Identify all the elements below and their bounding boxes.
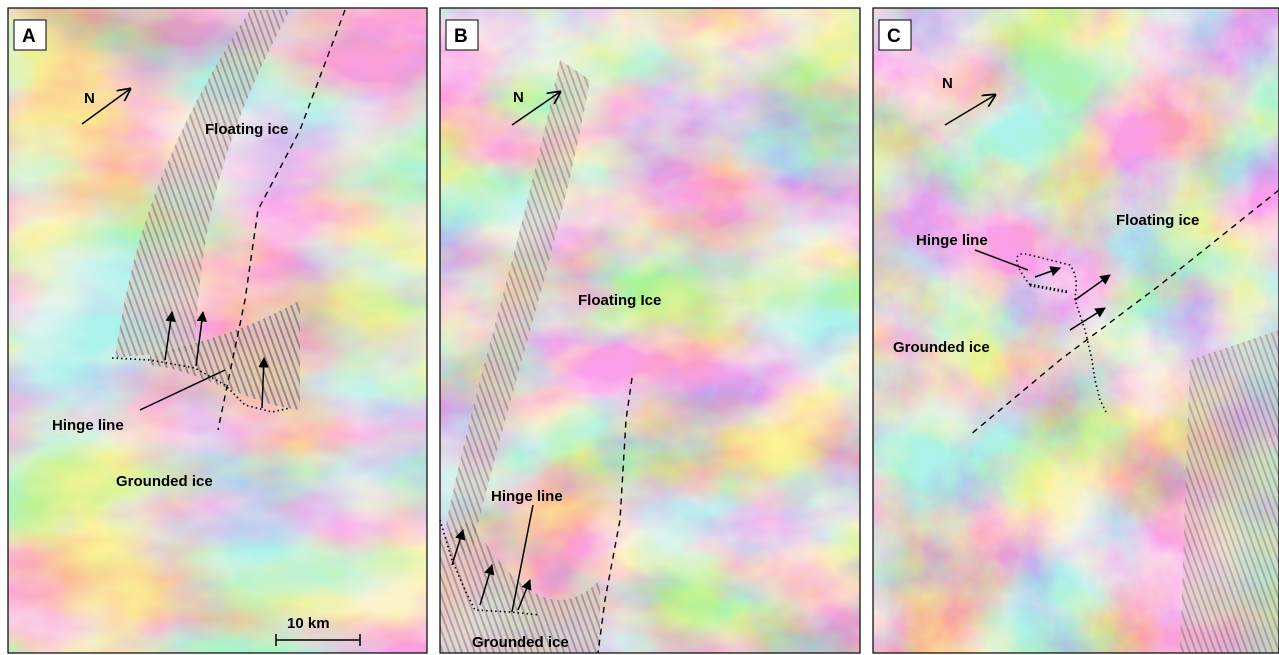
panel-c: C N Floating ice Hinge line Grounded ice bbox=[872, 7, 1279, 654]
panel-letter: A bbox=[22, 26, 36, 47]
north-arrow bbox=[81, 89, 130, 125]
floating-label: Floating ice bbox=[1116, 212, 1199, 229]
north-arrow bbox=[944, 95, 995, 126]
panel-b: B N Floating Ice Hinge line Grounded ice bbox=[439, 7, 861, 654]
grounded-label: Grounded ice bbox=[893, 339, 990, 356]
hinge-hatch bbox=[1029, 283, 1069, 294]
north-label: N bbox=[84, 90, 95, 107]
leader-line bbox=[974, 249, 1029, 271]
north-label: N bbox=[942, 75, 953, 92]
hinge-line bbox=[111, 357, 291, 413]
north-arrow bbox=[511, 92, 560, 126]
profile-line bbox=[969, 189, 1279, 436]
fringe-zone bbox=[1180, 330, 1279, 653]
hinge-line bbox=[439, 519, 541, 616]
hinge-line bbox=[1016, 253, 1107, 413]
flow-arrow bbox=[479, 563, 495, 606]
letter-box bbox=[13, 19, 47, 51]
fringe-zone bbox=[440, 520, 600, 653]
scale-label: 10 km bbox=[287, 615, 330, 632]
leader-line bbox=[511, 504, 534, 613]
floating-label: Floating ice bbox=[205, 121, 288, 138]
floating-label: Floating Ice bbox=[578, 292, 661, 309]
flow-arrow bbox=[1074, 274, 1111, 301]
hinge-label: Hinge line bbox=[916, 232, 988, 249]
letter-box bbox=[878, 19, 912, 51]
leader-line bbox=[139, 369, 226, 411]
panel-frame bbox=[7, 7, 428, 654]
hinge-label: Hinge line bbox=[491, 488, 563, 505]
panel-frame bbox=[439, 7, 861, 654]
letter-box bbox=[445, 19, 479, 51]
profile-line bbox=[217, 9, 346, 431]
flow-arrow bbox=[164, 310, 176, 361]
panel-letter: B bbox=[454, 26, 468, 47]
fringe-zone bbox=[115, 10, 290, 358]
panel-letter: C bbox=[887, 26, 901, 47]
grounded-label: Grounded ice bbox=[472, 634, 569, 651]
flow-arrow bbox=[517, 579, 532, 611]
flow-arrow bbox=[1069, 307, 1106, 331]
fringe-zone bbox=[445, 60, 590, 560]
grounded-label: Grounded ice bbox=[116, 473, 213, 490]
flow-arrow bbox=[1034, 266, 1061, 278]
flow-arrow bbox=[451, 528, 466, 566]
panel-a: A N Floating ice Hinge line Grounded ice… bbox=[7, 7, 428, 654]
panel-frame bbox=[872, 7, 1279, 654]
flow-arrow bbox=[258, 356, 269, 409]
north-label: N bbox=[513, 89, 524, 106]
flow-arrow bbox=[195, 310, 207, 367]
scale-bar bbox=[275, 634, 361, 646]
hinge-label: Hinge line bbox=[52, 417, 124, 434]
